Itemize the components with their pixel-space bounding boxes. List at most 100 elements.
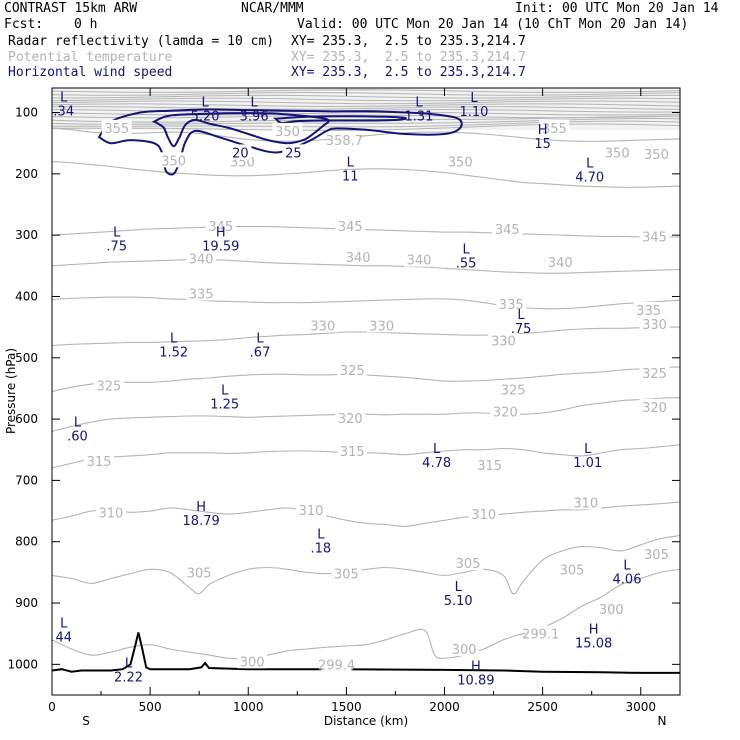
wind-low-marker: L1.25 — [210, 384, 239, 413]
terrain — [52, 632, 680, 674]
theta-label-bg — [596, 601, 627, 617]
theta-label-bg — [186, 285, 217, 301]
theta-label: 340 — [346, 251, 371, 266]
x-tick-label: 1000 — [233, 700, 264, 714]
wind-low-marker: L.18 — [311, 528, 332, 557]
extremum-type: L — [221, 384, 229, 399]
extremum-type: L — [251, 95, 259, 110]
theta-label-bg — [639, 365, 670, 381]
theta-label: 340 — [548, 256, 573, 271]
extremum-type: L — [60, 617, 68, 632]
extremum-type: L — [74, 415, 82, 430]
strat-theta-line — [52, 97, 680, 102]
terrain-line — [52, 632, 680, 674]
field-theta-xy: XY= 235.3, 2.5 to 235.3,214.7 — [291, 50, 526, 65]
strat-theta-line — [52, 94, 680, 99]
theta-contour-355 — [52, 127, 680, 142]
extremum-value: 2.22 — [114, 670, 143, 685]
theta-label: 310 — [98, 506, 123, 521]
theta-label: 335 — [636, 304, 661, 319]
field-wind-xy: XY= 235.3, 2.5 to 235.3,214.7 — [291, 65, 526, 80]
x-tick-label: 3000 — [625, 700, 656, 714]
axes: 0 500 1000 1500 2000 2500 3000 100 200 300 400 500 6… — [7, 88, 680, 714]
extremum-type: L — [623, 558, 631, 573]
theta-label-bg — [498, 381, 529, 397]
theta-label: 330 — [369, 319, 394, 334]
strat-theta-line — [52, 111, 680, 116]
extremum-value: 15.08 — [575, 637, 612, 652]
wind-contour-25 — [151, 112, 330, 148]
theta-label: 335 — [189, 287, 214, 302]
extremum-type: L — [170, 331, 178, 346]
extremum-value: 1.52 — [159, 345, 188, 360]
theta-label-bg — [366, 317, 397, 333]
theta-label: 355 — [104, 122, 129, 137]
extremum-type: L — [586, 157, 594, 172]
theta-contour-330 — [52, 326, 680, 347]
wind-high-marker: H19.59 — [202, 225, 239, 254]
theta-label: 299.1 — [522, 628, 559, 643]
init-time: Init: 00 UTC Mon 20 Jan 14 — [515, 1, 719, 16]
theta-label: 350 — [161, 154, 186, 169]
theta-label: 320 — [338, 412, 363, 427]
valid-time: Valid: 00 UTC Mon 20 Jan 14 (10 ChT Mon … — [297, 17, 689, 32]
theta-label: 325 — [501, 384, 526, 399]
extremum-value: 5.20 — [191, 109, 220, 124]
wind-low-marker: L2.22 — [114, 656, 143, 685]
theta-label-bg — [445, 153, 476, 169]
theta-label: 345 — [642, 230, 667, 245]
extremum-value: .67 — [250, 345, 271, 360]
theta-label-bg — [490, 403, 521, 419]
extremum-type: L — [415, 95, 423, 110]
wind-low-marker: L.75 — [511, 308, 532, 337]
theta-contour-350 — [52, 161, 680, 188]
theta-label-bg — [296, 501, 327, 517]
theta-label: 300 — [599, 603, 624, 618]
theta-label: 345 — [338, 220, 363, 235]
forecast-label: Fcst: — [4, 17, 44, 32]
extremum-type: L — [317, 528, 325, 543]
theta-label-bg — [639, 228, 670, 244]
theta-label: 355 — [542, 122, 567, 137]
extremum-value: .55 — [456, 257, 477, 272]
y-tick-label: 100 — [15, 106, 38, 120]
wind-label: 20 — [232, 146, 249, 161]
x-tick-label: 2000 — [429, 700, 460, 714]
extremum-value: 1.10 — [459, 105, 488, 120]
theta-label: 358.7 — [326, 134, 363, 149]
wind-label-bg — [282, 144, 305, 160]
theta-label-bg — [101, 119, 132, 135]
theta-label: 300 — [240, 655, 265, 670]
theta-label-bg — [488, 332, 519, 348]
field-wind-name: Horizontal wind speed — [8, 65, 173, 80]
extremum-value: 15 — [534, 137, 551, 152]
org-label: NCAR/MMM — [241, 1, 304, 16]
extremum-type: L — [470, 91, 478, 106]
wind-low-marker: L.60 — [67, 415, 88, 444]
wind-low-marker: L44 — [56, 617, 73, 646]
theta-label: 350 — [448, 156, 473, 171]
theta-label: 320 — [493, 406, 518, 421]
extremum-type: L — [201, 95, 209, 110]
extremum-value: 11 — [342, 169, 359, 184]
y-axis-label: Pressure (hPa) — [4, 348, 18, 434]
extremum-type: L — [113, 225, 121, 240]
y-tick-label: 1000 — [7, 657, 38, 671]
theta-contour-340 — [52, 259, 680, 274]
extremum-value: 1.01 — [573, 456, 602, 471]
theta-label: 305 — [644, 548, 669, 563]
wind-label: 25 — [285, 146, 302, 161]
theta-label-bg — [468, 506, 499, 522]
extremum-type: L — [584, 442, 592, 457]
extremum-value: 5.10 — [444, 594, 473, 609]
extremum-type: L — [60, 90, 68, 105]
theta-label: 310 — [471, 508, 496, 523]
extremum-value: 3.96 — [240, 109, 269, 124]
theta-label: 325 — [96, 379, 121, 394]
extremum-value: 1.31 — [405, 109, 434, 124]
model-title: CONTRAST 15km ARW — [4, 1, 138, 16]
strat-theta-line — [52, 89, 680, 93]
theta-label-bg — [186, 250, 217, 266]
theta-contour-300 — [52, 568, 680, 660]
